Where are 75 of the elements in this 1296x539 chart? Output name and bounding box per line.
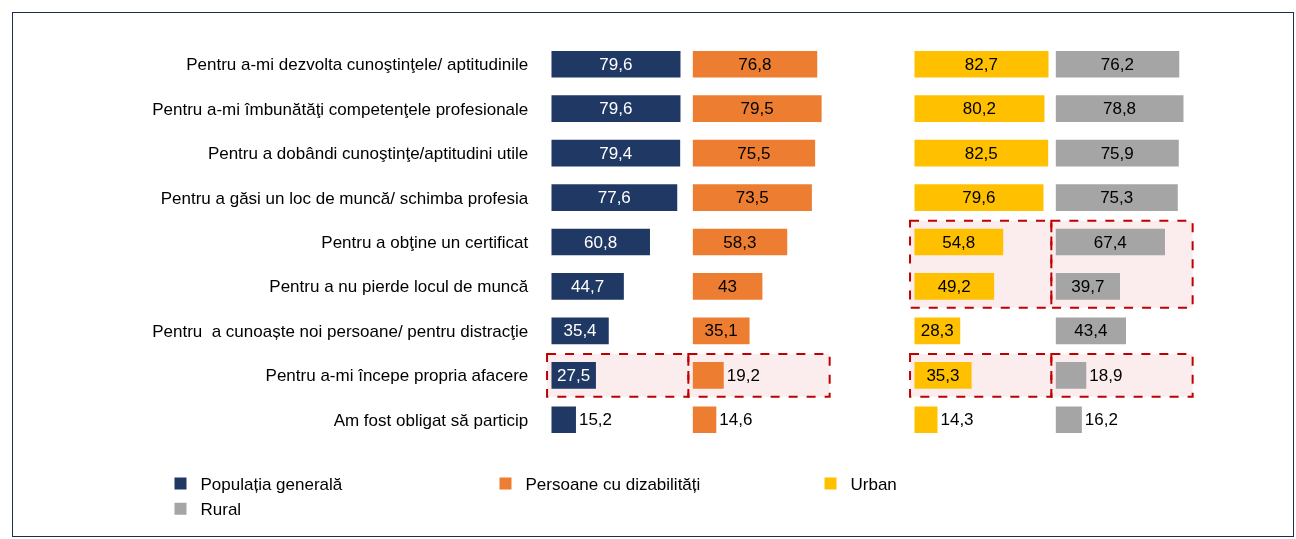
data-label: 14,6 xyxy=(719,410,753,430)
data-label: 75,9 xyxy=(1100,143,1134,163)
y-tick-label: Pentru a obţine un certificat xyxy=(321,232,529,252)
data-label: 80,2 xyxy=(962,99,996,119)
data-label: 49,2 xyxy=(937,276,971,296)
data-label: 79,5 xyxy=(740,99,774,119)
data-label: 82,7 xyxy=(964,54,998,74)
y-tick-label: Am fost obligat să particip xyxy=(333,410,529,430)
data-label: 16,2 xyxy=(1084,410,1118,430)
data-label: 73,5 xyxy=(735,188,769,208)
data-label: 39,7 xyxy=(1071,276,1105,296)
data-label: 19,2 xyxy=(726,365,760,385)
bar xyxy=(914,184,1044,211)
legend-label: Populația generală xyxy=(200,475,343,495)
data-label: 54,8 xyxy=(942,232,976,252)
data-label: 58,3 xyxy=(723,232,757,252)
data-label: 75,3 xyxy=(1100,188,1134,208)
legend-label: Persoane cu dizabilități xyxy=(525,475,701,495)
data-label: 43,4 xyxy=(1074,321,1108,341)
y-tick-label: Pentru a dobândi cunoştinţe/aptitudini utile xyxy=(207,144,529,164)
data-label: 79,4 xyxy=(599,143,633,163)
data-label: 82,5 xyxy=(964,143,998,163)
legend-label: Rural xyxy=(200,500,242,520)
data-label: 67,4 xyxy=(1093,232,1127,252)
data-label: 44,7 xyxy=(571,276,605,296)
bar xyxy=(1055,139,1179,167)
data-label: 78,8 xyxy=(1102,99,1137,119)
data-label: 28,3 xyxy=(920,321,954,341)
bar xyxy=(1055,95,1184,122)
y-tick-label: Pentru a cunoaște noi persoane/ pentru distracţie xyxy=(152,321,529,341)
bar xyxy=(551,139,681,167)
data-label: 79,6 xyxy=(962,188,996,208)
legend-label: Urban xyxy=(850,475,897,495)
bar xyxy=(1055,228,1165,256)
y-tick-label: Pentru a-mi îmbunătăţi competenţele profesionale xyxy=(152,99,529,119)
bar xyxy=(1055,50,1180,78)
data-label: 75,5 xyxy=(737,143,771,163)
y-tick-label: Pentru a găsi un loc de muncă/ schimba profesia xyxy=(160,188,529,208)
data-label: 79,6 xyxy=(599,54,633,74)
data-label: 43 xyxy=(718,276,737,296)
bar xyxy=(1055,184,1178,211)
y-tick-label: Pentru a-mi dezvolta cunoştinţele/ aptitudinile xyxy=(186,55,529,75)
bar xyxy=(692,184,812,211)
bar xyxy=(914,273,995,300)
bar xyxy=(551,50,681,78)
data-label: 76,2 xyxy=(1100,54,1134,74)
bar xyxy=(914,406,938,434)
bar xyxy=(551,406,576,434)
data-label: 35,1 xyxy=(704,321,738,341)
data-label: 76,8 xyxy=(738,54,772,74)
bar xyxy=(692,50,818,78)
data-label: 27,5 xyxy=(557,365,591,385)
data-label: 35,4 xyxy=(563,321,597,341)
bar xyxy=(914,50,1049,78)
bar xyxy=(692,362,724,389)
bar xyxy=(1055,362,1087,389)
bar xyxy=(692,273,763,300)
bar xyxy=(692,406,717,434)
data-label: 79,6 xyxy=(599,99,633,119)
data-label: 60,8 xyxy=(584,232,618,252)
bar xyxy=(692,139,816,167)
data-label: 18,9 xyxy=(1089,365,1123,385)
data-label: 77,6 xyxy=(597,188,631,208)
bar xyxy=(551,95,681,122)
y-tick-label: Pentru a nu pierde locul de muncă xyxy=(269,277,529,297)
data-label: 35,3 xyxy=(926,365,960,385)
bar xyxy=(1055,406,1082,434)
bar xyxy=(914,139,1049,167)
bar xyxy=(551,184,678,211)
y-tick-label: Pentru a-mi începe propria afacere xyxy=(265,366,529,386)
data-label: 14,3 xyxy=(940,410,974,430)
data-label: 15,2 xyxy=(578,410,613,430)
bar xyxy=(692,95,822,122)
bar xyxy=(551,273,624,300)
bar xyxy=(914,95,1045,122)
